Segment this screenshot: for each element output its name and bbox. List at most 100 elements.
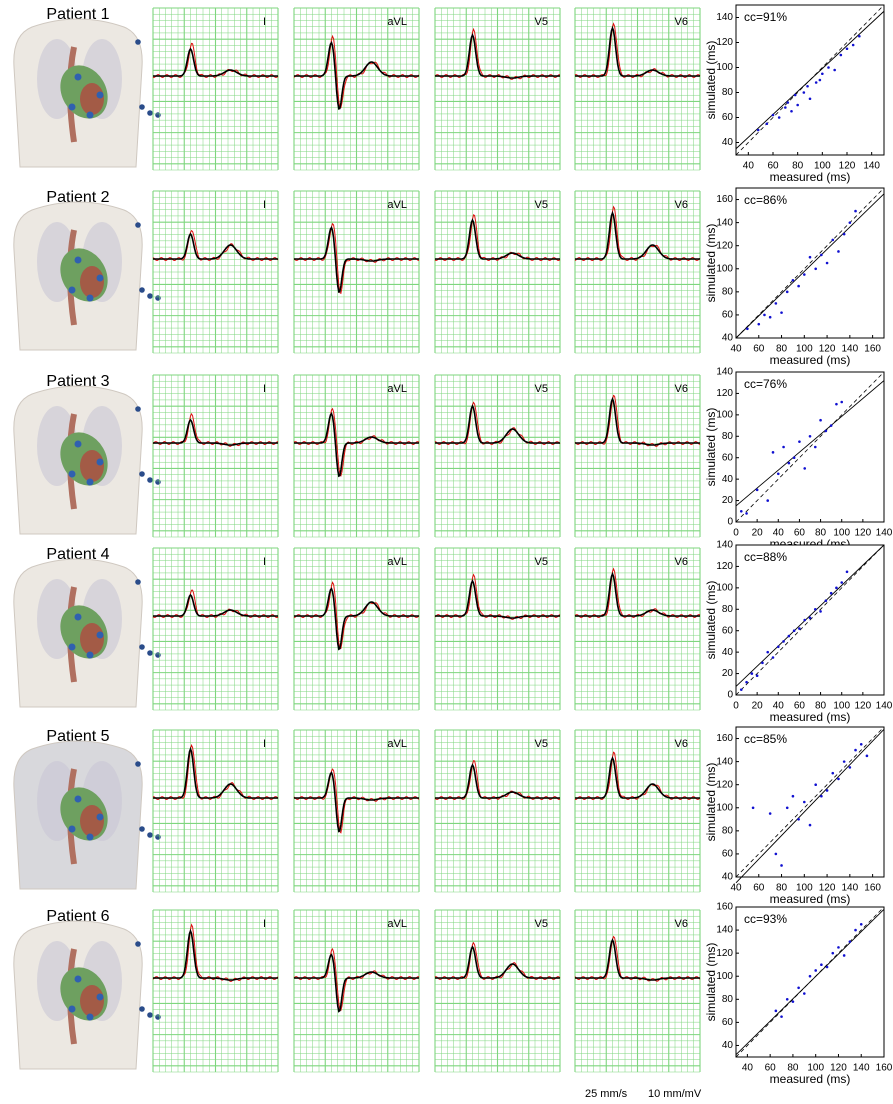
scatter-point [831, 238, 835, 242]
lead-label: I [263, 738, 266, 750]
scatter-point [803, 992, 806, 995]
scatter-point [803, 618, 807, 622]
scatter-point [848, 221, 852, 224]
patient-label: Patient 4 [46, 546, 109, 563]
x-tick-label: 40 [742, 1063, 754, 1074]
y-tick-label: 100 [716, 582, 733, 593]
ecg-simulated [575, 210, 700, 260]
y-tick-label: 140 [716, 12, 733, 23]
heart-chamber [80, 623, 104, 655]
y-axis-label: simulated (ms) [704, 408, 718, 487]
ecg-simulated [153, 418, 278, 446]
y-tick-label: 40 [722, 872, 734, 883]
y-tick-label: 160 [716, 733, 733, 744]
identity-line [735, 187, 885, 339]
lead-label: I [263, 383, 266, 395]
y-tick-label: 100 [716, 62, 733, 73]
y-tick-label: 20 [722, 495, 734, 506]
x-tick-label: 120 [819, 883, 836, 894]
torso-model [13, 920, 161, 1070]
x-tick-label: 100 [833, 701, 850, 712]
scatter-point [780, 864, 783, 867]
lead-label: aVL [387, 918, 407, 930]
electrode [74, 440, 82, 448]
electrode [86, 478, 94, 486]
lead-label: aVL [387, 199, 407, 211]
x-tick-label: 140 [876, 528, 893, 539]
scatter-point [785, 290, 789, 294]
ecg-simulated [435, 945, 560, 979]
x-tick-label: 140 [842, 344, 859, 355]
y-tick-label: 0 [727, 517, 733, 528]
ecg-simulated [294, 953, 419, 1013]
y-tick-label: 140 [716, 925, 733, 936]
electrode [147, 110, 153, 116]
x-tick-label: 120 [855, 528, 872, 539]
y-tick-label: 40 [722, 474, 734, 485]
lead-label: aVL [387, 16, 407, 28]
scatter-point [771, 113, 775, 117]
scatter-point [797, 986, 800, 990]
x-tick-label: 100 [814, 161, 831, 172]
electrode [96, 631, 104, 639]
y-tick-label: 120 [716, 240, 733, 251]
ecg-simulated [294, 412, 419, 478]
electrode [147, 1012, 153, 1018]
y-tick-label: 120 [716, 37, 733, 48]
scatter-point [776, 472, 780, 476]
correlation-label: cc=85% [744, 732, 787, 746]
scatter-point [820, 794, 823, 798]
scatter-point [792, 629, 796, 633]
ecg-panel [152, 7, 279, 171]
torso-model [13, 385, 161, 535]
scatter-point [837, 777, 840, 781]
electrode [96, 91, 104, 99]
y-axis-label: simulated (ms) [704, 224, 718, 303]
lead-label: V5 [535, 383, 548, 395]
y-tick-label: 100 [716, 802, 733, 813]
electrode [139, 287, 145, 293]
correlation-label: cc=86% [744, 193, 787, 207]
electrode [86, 1013, 94, 1021]
scatter-point [808, 434, 812, 438]
ecg-measured [293, 222, 420, 295]
lead-label: aVL [387, 738, 407, 750]
x-tick-label: 60 [794, 528, 806, 539]
y-tick-label: 60 [722, 452, 734, 463]
scatter-point [840, 581, 844, 584]
lead-label: V6 [675, 383, 688, 395]
scatter-point [819, 610, 822, 613]
scatter-point [808, 974, 812, 978]
y-tick-label: 120 [716, 561, 733, 572]
lead-label: V6 [675, 16, 688, 28]
electrode [68, 470, 76, 478]
lead-label: I [263, 199, 266, 211]
x-tick-label: 80 [787, 1063, 799, 1074]
ecg-simulated [435, 218, 560, 260]
ecg-simulated [294, 587, 419, 651]
correlation-label: cc=93% [744, 912, 787, 926]
scatter-point [763, 313, 766, 317]
scatter-point [746, 327, 749, 331]
ecg-panel [574, 190, 701, 354]
scatter-point [766, 650, 770, 654]
lead-label: V6 [675, 199, 688, 211]
scatter-point [787, 634, 791, 638]
scatter-point [820, 253, 823, 257]
x-tick-label: 60 [767, 161, 779, 172]
scatter-point [835, 402, 838, 406]
x-tick-label: 120 [839, 161, 856, 172]
x-tick-label: 100 [807, 1063, 824, 1074]
electrode [155, 295, 161, 301]
y-tick-label: 40 [722, 1040, 734, 1051]
y-tick-label: 160 [716, 194, 733, 205]
scatter-point [839, 53, 843, 57]
scatter-point [845, 47, 849, 51]
scatter-point [829, 424, 833, 427]
scatter-point [791, 1000, 795, 1003]
patient-label: Patient 6 [46, 908, 109, 925]
scatter-point [739, 688, 743, 691]
scatter-point [851, 43, 855, 47]
lead-label: V5 [535, 16, 548, 28]
scatter-point [784, 106, 787, 109]
